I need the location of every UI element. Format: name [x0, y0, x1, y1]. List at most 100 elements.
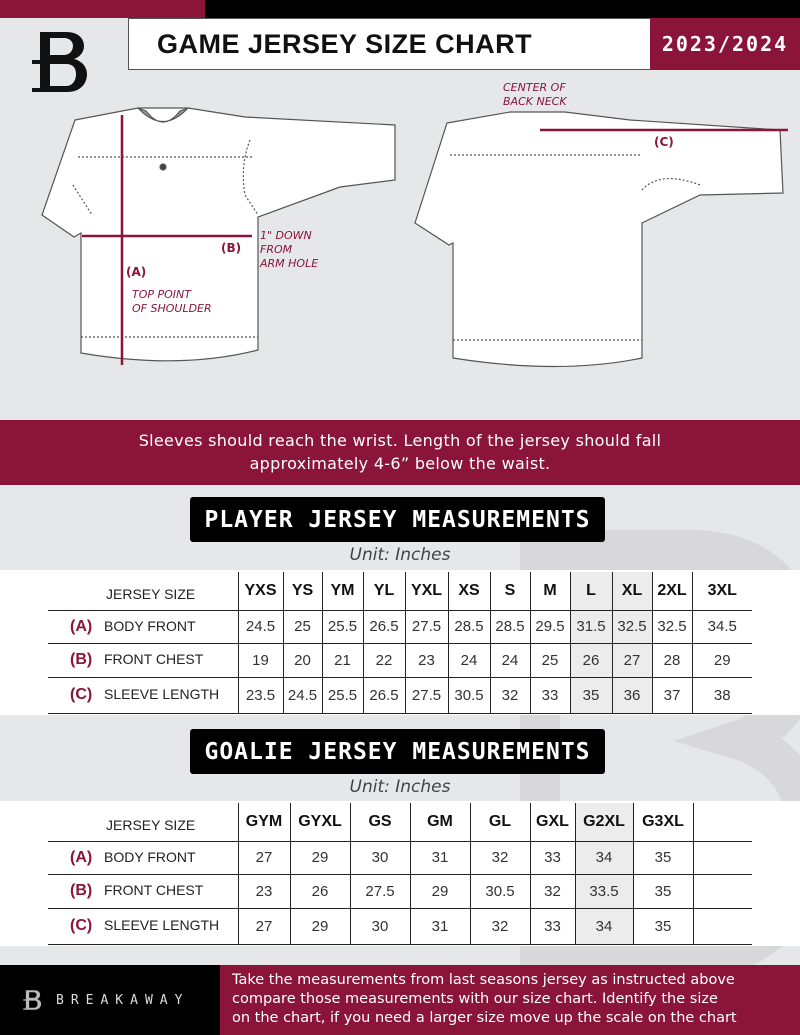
header-row: JERSEY SIZE GYM GYXL GS GM GL GXL G2XL G3XL	[48, 803, 752, 842]
table-row: (C) SLEEVE LENGTH 23.5 24.5 25.5 26.5 27.5 30.5…	[48, 677, 752, 714]
size-column-header: YXS	[237, 572, 283, 611]
label-line: TOP POINT	[132, 288, 191, 301]
label-line: 1" DOWN	[260, 229, 312, 242]
measurement-name: BODY FRONT	[104, 848, 196, 865]
size-column-header: G2XL	[574, 803, 633, 842]
measurement-code: (B)	[70, 882, 93, 899]
table-cell: 36	[611, 677, 652, 714]
measurement-code: (B)	[70, 651, 93, 668]
page-title: GAME JERSEY SIZE CHART	[157, 28, 533, 59]
table-cell: 29	[289, 908, 350, 945]
table-cell: 26.5	[362, 610, 405, 644]
player-section-title: PLAYER JERSEY MEASUREMENTS	[190, 497, 605, 542]
measurement-code: (A)	[70, 617, 93, 635]
table-cell: 25.5	[321, 677, 363, 714]
table-cell: 32	[469, 841, 530, 875]
jersey-diagram	[41, 107, 788, 368]
table-cell: 27.5	[349, 874, 410, 909]
table-cell	[692, 874, 752, 909]
measurement-name: SLEEVE LENGTH	[104, 917, 220, 933]
brand-name: BREAKAWAY	[56, 992, 190, 1008]
table-cell: 30.5	[469, 874, 530, 909]
table-cell: 33	[529, 841, 575, 875]
table-cell: 28.5	[447, 610, 490, 644]
table-cell: 34	[574, 841, 633, 875]
footer-line: Take the measurements from last seasons …	[232, 972, 735, 988]
table-cell: 30.5	[447, 677, 490, 714]
measurement-label: (A) BODY FRONT	[48, 610, 238, 644]
size-column-header: YXL	[404, 572, 448, 611]
table-cell: 33.5	[574, 874, 633, 909]
label-line: CENTER OF	[503, 81, 566, 94]
table-cell: 35	[632, 874, 693, 909]
size-column-header: G3XL	[632, 803, 693, 842]
table-cell: 24.5	[282, 677, 322, 714]
table-cell: 33	[529, 677, 570, 714]
table-cell: 24	[447, 643, 490, 678]
footer-line: on the chart, if you need a larger size …	[232, 1010, 737, 1026]
size-column-header: GYM	[237, 803, 290, 842]
note-line: Sleeves should reach the wrist. Length o…	[138, 431, 662, 450]
footer-line: compare those measurements with our size…	[232, 991, 718, 1007]
season-label: 2023/2024	[650, 18, 800, 70]
table-cell: 32.5	[611, 610, 652, 644]
table-cell: 27	[237, 841, 290, 875]
table-cell: 30	[349, 908, 410, 945]
measure-a-label: (A)	[126, 265, 147, 279]
footer-instructions: Take the measurements from last seasons …	[220, 965, 800, 1035]
back-jersey-drawing	[414, 111, 784, 368]
table-cell: 22	[362, 643, 405, 678]
table-cell: 23	[237, 874, 290, 909]
armhole-note: 1" DOWN FROM ARM HOLE	[260, 229, 318, 271]
table-cell: 24	[489, 643, 530, 678]
title-box: GAME JERSEY SIZE CHART	[128, 18, 650, 70]
measurement-name: BODY FRONT	[104, 617, 196, 634]
table-cell: 33	[529, 908, 575, 945]
table-cell: 25	[282, 610, 322, 644]
table-cell: 26	[569, 643, 612, 678]
table-cell: 27	[611, 643, 652, 678]
size-column-header: 2XL	[651, 572, 692, 611]
measurement-code: (A)	[70, 848, 93, 866]
table-cell: 31.5	[569, 610, 612, 644]
center-back-neck-label: CENTER OF BACK NECK	[503, 81, 567, 109]
table-cell: 25.5	[321, 610, 363, 644]
table-cell: 31	[409, 908, 470, 945]
table-cell: 37	[651, 677, 692, 714]
measurement-code: (C)	[70, 917, 93, 934]
table-cell: 27	[237, 908, 290, 945]
table-cell: 35	[632, 908, 693, 945]
label-line: OF SHOULDER	[132, 302, 212, 315]
size-column-header: 3XL	[691, 572, 752, 611]
fit-note: Sleeves should reach the wrist. Length o…	[0, 420, 800, 485]
table-cell: 27.5	[404, 677, 448, 714]
table-cell: 32	[469, 908, 530, 945]
measurement-label: (B) FRONT CHEST	[48, 874, 238, 909]
note-line: approximately 4-6” below the waist.	[249, 454, 551, 473]
size-header: JERSEY SIZE	[48, 572, 238, 611]
goalie-unit: Unit: Inches	[349, 777, 451, 797]
measurement-name: SLEEVE LENGTH	[104, 686, 220, 702]
label-line: BACK NECK	[503, 95, 567, 108]
size-column-header: S	[489, 572, 530, 611]
breakaway-logo-icon	[23, 990, 42, 1010]
size-column-header: L	[569, 572, 612, 611]
size-column-header: M	[529, 572, 570, 611]
header-row: JERSEY SIZE YXS YS YM YL YXL XS S M L XL 2XL 3XL	[48, 572, 752, 611]
table-cell: 31	[409, 841, 470, 875]
size-header: JERSEY SIZE	[48, 803, 238, 842]
footer-brand: BREAKAWAY	[0, 965, 220, 1035]
size-column-header: YS	[282, 572, 322, 611]
table-cell: 27.5	[404, 610, 448, 644]
table-cell: 32	[489, 677, 530, 714]
size-column-header	[692, 803, 752, 842]
table-cell: 34	[574, 908, 633, 945]
table-cell: 28	[651, 643, 692, 678]
size-column-header: YL	[362, 572, 405, 611]
measure-b-label: (B)	[221, 241, 242, 255]
table-cell: 29	[409, 874, 470, 909]
top-accent-bar	[0, 0, 205, 18]
table-cell: 38	[691, 677, 752, 714]
table-cell: 25	[529, 643, 570, 678]
table-cell: 29	[289, 841, 350, 875]
